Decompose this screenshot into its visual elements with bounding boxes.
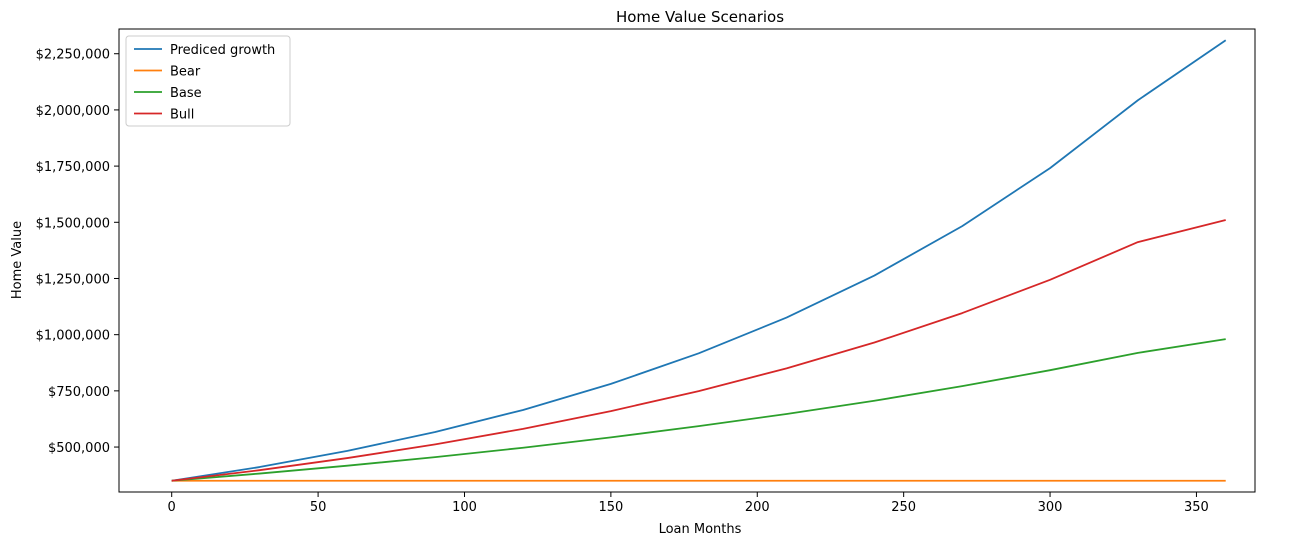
plot-frame	[118, 28, 1256, 493]
y-tick-label: $500,000	[48, 441, 110, 456]
legend-box	[125, 35, 291, 127]
x-tick-label: 300	[1038, 500, 1063, 515]
y-tick-label: $2,000,000	[36, 104, 110, 119]
x-tick-label: 50	[310, 500, 327, 515]
legend: Prediced growth Bear Base Bull	[125, 35, 291, 127]
legend-label: Bull	[170, 108, 194, 123]
series-line-base	[171, 338, 1226, 482]
y-tick-label: $1,250,000	[36, 272, 110, 287]
x-tick-label: 0	[168, 500, 176, 515]
legend-label: Prediced growth	[170, 43, 275, 58]
y-axis: $500,000 $750,000 $1,000,000 $1,250,000 $1,5…	[36, 48, 119, 456]
x-axis: 0 50 100 150 200 250 300 350	[168, 492, 1209, 515]
chart-title: Home Value Scenarios	[616, 8, 784, 26]
legend-label: Bear	[170, 65, 201, 80]
legend-label: Base	[170, 86, 202, 101]
series-line-bull	[171, 219, 1226, 482]
series-line-prediced-growth	[171, 39, 1227, 482]
y-tick-label: $1,750,000	[36, 160, 110, 175]
x-tick-label: 200	[745, 500, 770, 515]
y-axis-label: Home Value	[10, 221, 25, 299]
y-tick-label: $750,000	[48, 385, 110, 400]
y-tick-label: $1,000,000	[36, 329, 110, 344]
x-axis-label: Loan Months	[659, 522, 742, 537]
plot-lines	[171, 39, 1227, 482]
x-tick-label: 250	[891, 500, 916, 515]
x-tick-label: 100	[452, 500, 477, 515]
x-tick-label: 150	[598, 500, 623, 515]
y-tick-label: $2,250,000	[36, 48, 110, 63]
y-tick-label: $1,500,000	[36, 216, 110, 231]
x-tick-label: 350	[1184, 500, 1209, 515]
